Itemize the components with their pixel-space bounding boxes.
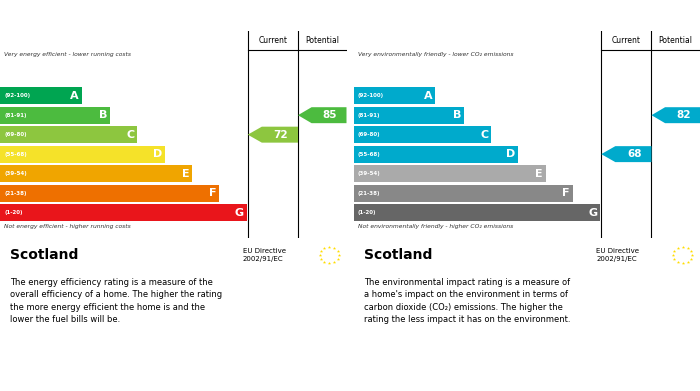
Bar bbox=[354, 145, 518, 163]
Text: Scotland: Scotland bbox=[364, 248, 433, 262]
Text: (21-38): (21-38) bbox=[358, 190, 380, 196]
Text: Energy Efficiency Rating: Energy Efficiency Rating bbox=[8, 10, 172, 23]
Text: A: A bbox=[424, 91, 433, 101]
Text: (81-91): (81-91) bbox=[358, 113, 380, 118]
Text: EU Directive
2002/91/EC: EU Directive 2002/91/EC bbox=[596, 248, 639, 262]
Text: Potential: Potential bbox=[305, 36, 340, 45]
Bar bbox=[0, 145, 164, 163]
Text: (81-91): (81-91) bbox=[4, 113, 27, 118]
Text: Scotland: Scotland bbox=[10, 248, 79, 262]
Bar bbox=[354, 165, 545, 182]
Text: B: B bbox=[99, 110, 108, 120]
Polygon shape bbox=[298, 107, 346, 123]
Text: 82: 82 bbox=[676, 110, 691, 120]
Text: Very energy efficient - lower running costs: Very energy efficient - lower running co… bbox=[4, 52, 131, 57]
Text: F: F bbox=[209, 188, 216, 198]
Text: (39-54): (39-54) bbox=[4, 171, 27, 176]
Text: Not environmentally friendly - higher CO₂ emissions: Not environmentally friendly - higher CO… bbox=[358, 224, 513, 230]
Bar bbox=[0, 126, 137, 143]
Bar bbox=[354, 126, 491, 143]
Text: C: C bbox=[480, 130, 488, 140]
Text: Current: Current bbox=[612, 36, 641, 45]
Text: Potential: Potential bbox=[659, 36, 693, 45]
Text: Very environmentally friendly - lower CO₂ emissions: Very environmentally friendly - lower CO… bbox=[358, 52, 513, 57]
Text: EU Directive
2002/91/EC: EU Directive 2002/91/EC bbox=[242, 248, 286, 262]
Text: D: D bbox=[153, 149, 162, 159]
Text: 85: 85 bbox=[323, 110, 337, 120]
Text: E: E bbox=[181, 169, 189, 179]
Text: (69-80): (69-80) bbox=[358, 132, 380, 137]
Bar bbox=[354, 87, 435, 104]
Text: The environmental impact rating is a measure of
a home's impact on the environme: The environmental impact rating is a mea… bbox=[364, 278, 570, 324]
Text: (21-38): (21-38) bbox=[4, 190, 27, 196]
Polygon shape bbox=[652, 107, 700, 123]
Text: A: A bbox=[71, 91, 79, 101]
Text: Environmental Impact (CO₂) Rating: Environmental Impact (CO₂) Rating bbox=[362, 10, 594, 23]
Text: (39-54): (39-54) bbox=[358, 171, 380, 176]
Text: (55-68): (55-68) bbox=[4, 152, 27, 157]
Bar bbox=[0, 165, 192, 182]
Text: The energy efficiency rating is a measure of the
overall efficiency of a home. T: The energy efficiency rating is a measur… bbox=[10, 278, 223, 324]
Text: E: E bbox=[535, 169, 542, 179]
Polygon shape bbox=[601, 146, 652, 162]
Text: 72: 72 bbox=[274, 130, 288, 140]
Text: F: F bbox=[563, 188, 570, 198]
Text: Not energy efficient - higher running costs: Not energy efficient - higher running co… bbox=[4, 224, 131, 230]
Text: B: B bbox=[453, 110, 461, 120]
Bar bbox=[0, 185, 219, 202]
Text: 68: 68 bbox=[627, 149, 642, 159]
Text: (1-20): (1-20) bbox=[4, 210, 22, 215]
Text: (69-80): (69-80) bbox=[4, 132, 27, 137]
Text: (55-68): (55-68) bbox=[358, 152, 380, 157]
Text: (92-100): (92-100) bbox=[4, 93, 30, 98]
Bar bbox=[0, 204, 246, 221]
Text: (1-20): (1-20) bbox=[358, 210, 376, 215]
Bar bbox=[354, 107, 463, 124]
Bar bbox=[0, 87, 82, 104]
Text: C: C bbox=[127, 130, 134, 140]
Text: G: G bbox=[234, 208, 244, 217]
Text: (92-100): (92-100) bbox=[358, 93, 384, 98]
Bar bbox=[0, 107, 110, 124]
Bar bbox=[354, 185, 573, 202]
Polygon shape bbox=[248, 127, 298, 143]
Text: Current: Current bbox=[258, 36, 288, 45]
Bar bbox=[354, 204, 600, 221]
Text: G: G bbox=[588, 208, 597, 217]
Text: D: D bbox=[506, 149, 515, 159]
